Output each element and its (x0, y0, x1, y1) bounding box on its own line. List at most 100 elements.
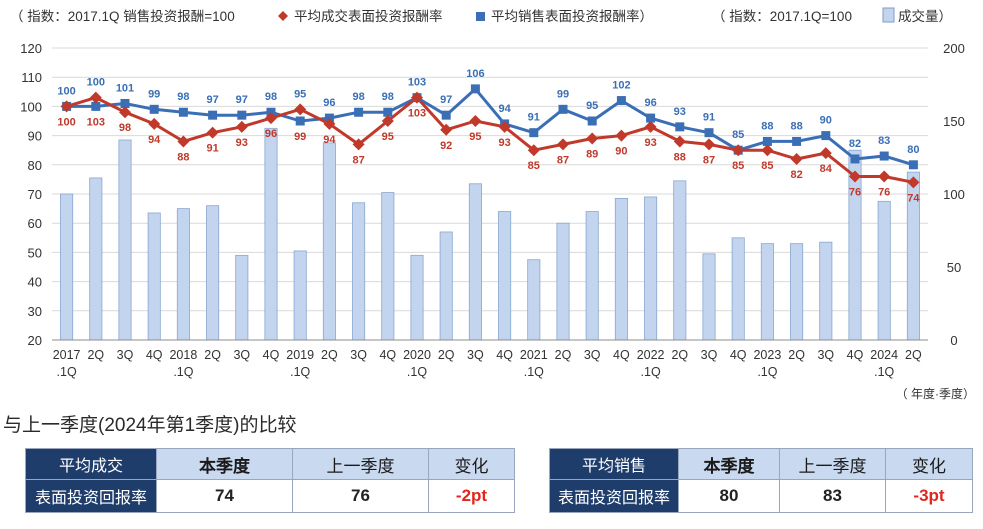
data-label: 100 (87, 77, 105, 89)
data-label: 91 (703, 112, 715, 124)
value-change: -3pt (885, 479, 973, 513)
volume-bar (760, 243, 774, 341)
series-marker (237, 110, 247, 120)
axes: 20 30 40 50 60 70 80 90 100 110 120 0 50 100 150 200 201… (20, 41, 965, 379)
volume-bar (235, 254, 249, 341)
series-marker (120, 98, 130, 108)
data-label: 93 (674, 106, 686, 118)
series-marker (206, 126, 219, 139)
series-marker (908, 160, 918, 170)
volume-bar (89, 177, 103, 341)
volume-bar (381, 192, 395, 341)
y-left-tick-label: 50 (28, 245, 42, 260)
data-label: 95 (382, 131, 394, 143)
data-label: 85 (761, 160, 773, 172)
volume-bar (673, 180, 687, 341)
volume-bar (60, 193, 74, 341)
x-tick-sublabel: .1Q (524, 365, 544, 379)
section-title: 与上一季度(2024年第1季度)的比较 (3, 415, 297, 436)
data-labels: 100 100 101 99 98 97 97 98 95 96 98 98 103 97 106 94 91 9… (57, 68, 920, 204)
x-tick-label: 3Q (467, 348, 484, 362)
series-marker (762, 136, 772, 146)
legend-volume: 成交量） (898, 8, 952, 24)
data-label: 102 (612, 80, 630, 92)
x-tick-label: 2Q (321, 348, 338, 362)
x-tick-label: 2017 (53, 348, 81, 362)
volume-bar (118, 139, 132, 341)
data-label: 93 (644, 137, 656, 149)
data-label: 85 (732, 160, 744, 172)
series-marker (792, 136, 802, 146)
series-marker (704, 128, 714, 138)
data-label: 85 (528, 160, 540, 172)
data-label: 90 (615, 146, 627, 158)
x-tick-sublabel: .1Q (57, 365, 77, 379)
y-left-tick-label: 100 (20, 99, 42, 114)
x-tick-label: 4Q (847, 348, 864, 362)
data-label: 98 (265, 91, 277, 103)
series-lines (60, 84, 920, 189)
volume-bar (352, 202, 366, 341)
data-label: 88 (790, 120, 802, 132)
data-label: 82 (790, 169, 802, 181)
header-previous: 上一季度 (779, 448, 886, 480)
data-label: 103 (408, 77, 426, 89)
series-marker (148, 117, 161, 130)
data-label: 83 (878, 135, 890, 147)
x-tick-label: 3Q (701, 348, 718, 362)
data-label: 92 (440, 140, 452, 152)
data-label: 103 (87, 116, 105, 128)
series-marker (586, 132, 599, 145)
series-marker (907, 176, 920, 189)
x-tick-label: 4Q (263, 348, 280, 362)
x-tick-label: 2Q (438, 348, 455, 362)
x-tick-label: 2Q (555, 348, 572, 362)
value-previous: 83 (779, 479, 886, 513)
legend-right-prefix: （ 指数：2017.1Q=100 (712, 9, 852, 24)
x-tick-sublabel: .1Q (641, 365, 661, 379)
data-label: 103 (408, 108, 426, 120)
y-left-tick-label: 30 (28, 304, 42, 319)
series-marker (821, 131, 831, 141)
y-left-tick-label: 20 (28, 333, 42, 348)
data-label: 101 (116, 82, 134, 94)
series-marker (441, 110, 451, 120)
y-left-tick-label: 120 (20, 41, 42, 56)
header-current: 本季度 (678, 448, 780, 480)
volume-bar (176, 208, 190, 341)
y-left-tick-label: 40 (28, 275, 42, 290)
data-label: 89 (586, 149, 598, 161)
series-marker (470, 84, 480, 94)
table-label-line1: 平均成交 (25, 448, 157, 480)
series-marker (91, 101, 101, 111)
series-marker (440, 123, 453, 136)
x-tick-label: 3Q (817, 348, 834, 362)
series-marker (527, 144, 540, 157)
header-change: 变化 (885, 448, 973, 480)
series-marker (790, 152, 803, 165)
series-marker (177, 135, 190, 148)
volume-bar (819, 241, 833, 341)
header-current: 本季度 (156, 448, 293, 480)
volume-bar (556, 222, 570, 341)
series-marker (323, 117, 336, 130)
series-marker (644, 120, 657, 133)
series-marker (294, 103, 307, 116)
data-label: 91 (206, 143, 218, 155)
value-current: 74 (156, 479, 293, 513)
value-change: -2pt (428, 479, 515, 513)
data-label: 100 (57, 85, 75, 97)
series-marker (208, 110, 218, 120)
series-marker (411, 91, 423, 104)
x-tick-label: 2020 (403, 348, 431, 362)
series-marker (60, 100, 73, 113)
volume-bar (527, 259, 541, 341)
comparison-table-listing: 平均销售 本季度 上一季度 变化 表面投资回报率 80 83 -3pt (549, 448, 973, 513)
x-tick-label: 2019 (286, 348, 314, 362)
series-marker (673, 135, 686, 148)
header-previous: 上一季度 (292, 448, 429, 480)
series-line (66, 96, 914, 184)
data-label: 98 (352, 91, 364, 103)
series-line (66, 87, 914, 167)
data-label: 90 (820, 115, 832, 127)
